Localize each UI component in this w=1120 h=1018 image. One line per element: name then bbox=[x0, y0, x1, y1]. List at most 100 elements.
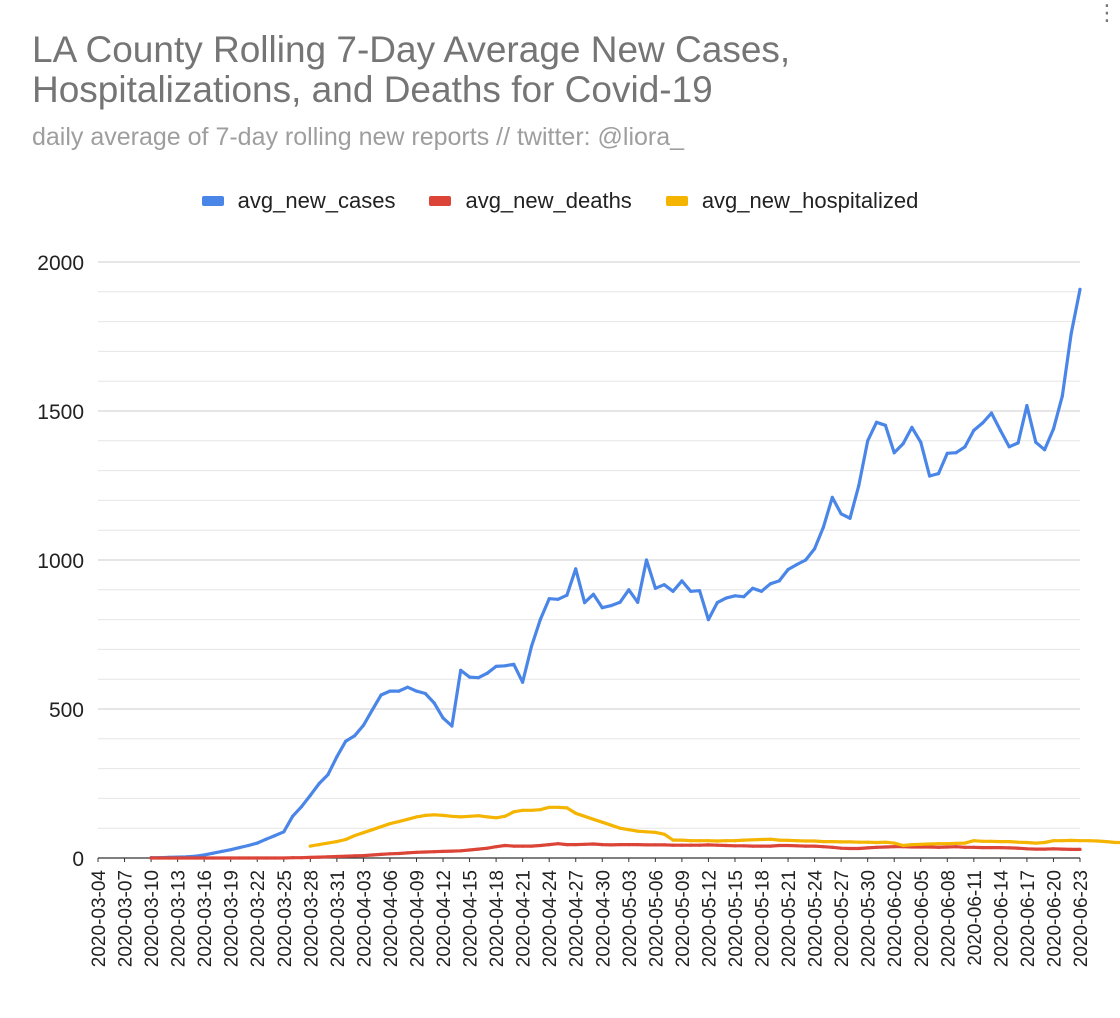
data-point-avg_new_hospitalized bbox=[574, 811, 578, 815]
data-point-avg_new_deaths bbox=[733, 844, 737, 848]
data-point-avg_new_deaths bbox=[698, 843, 702, 847]
data-point-avg_new_hospitalized bbox=[521, 808, 525, 812]
data-point-avg_new_hospitalized bbox=[866, 840, 870, 844]
data-point-avg_new_deaths bbox=[255, 856, 259, 860]
x-tick-label: 2020-04-03 bbox=[354, 870, 375, 967]
data-point-avg_new_cases bbox=[910, 425, 914, 429]
data-point-avg_new_deaths bbox=[618, 843, 622, 847]
data-point-avg_new_deaths bbox=[556, 842, 560, 846]
legend-item-cases[interactable]: avg_new_cases bbox=[201, 188, 395, 214]
data-point-avg_new_cases bbox=[618, 600, 622, 604]
data-point-avg_new_hospitalized bbox=[883, 840, 888, 844]
data-point-avg_new_deaths bbox=[414, 850, 419, 854]
data-point-avg_new_hospitalized bbox=[981, 839, 985, 843]
data-point-avg_new_deaths bbox=[273, 856, 277, 860]
data-point-avg_new_hospitalized bbox=[618, 826, 622, 830]
data-point-avg_new_cases bbox=[583, 601, 587, 605]
data-point-avg_new_cases bbox=[246, 843, 250, 848]
data-point-avg_new_deaths bbox=[193, 856, 197, 860]
data-point-avg_new_hospitalized bbox=[503, 814, 507, 818]
x-tick-label: 2020-03-07 bbox=[116, 870, 137, 967]
data-point-avg_new_cases bbox=[795, 562, 799, 567]
data-point-avg_new_cases bbox=[972, 428, 976, 432]
data-point-avg_new_deaths bbox=[521, 844, 525, 848]
data-point-avg_new_deaths bbox=[370, 853, 374, 857]
data-point-avg_new_cases bbox=[866, 439, 870, 443]
data-point-avg_new_deaths bbox=[777, 843, 781, 848]
data-point-avg_new_hospitalized bbox=[1096, 839, 1100, 843]
chart-legend: avg_new_cases avg_new_deaths avg_new_hos… bbox=[0, 186, 1120, 216]
x-tick-label: 2020-05-03 bbox=[620, 870, 641, 967]
data-point-avg_new_hospitalized bbox=[777, 838, 781, 842]
data-point-avg_new_deaths bbox=[786, 843, 790, 848]
legend-swatch-hospitalized bbox=[665, 196, 688, 206]
data-point-avg_new_deaths bbox=[149, 856, 153, 860]
x-tick-label: 2020-06-20 bbox=[1044, 870, 1065, 967]
data-point-avg_new_cases bbox=[981, 421, 985, 425]
data-point-avg_new_hospitalized bbox=[910, 843, 914, 847]
data-point-avg_new_hospitalized bbox=[591, 817, 596, 821]
legend-swatch-cases bbox=[201, 196, 224, 206]
data-point-avg_new_cases bbox=[945, 451, 949, 455]
legend-item-deaths[interactable]: avg_new_deaths bbox=[429, 188, 632, 214]
data-point-avg_new_cases bbox=[804, 558, 808, 562]
x-tick-label: 2020-03-16 bbox=[195, 870, 216, 967]
data-point-avg_new_cases bbox=[512, 662, 516, 666]
data-point-avg_new_cases bbox=[370, 708, 374, 712]
data-point-avg_new_deaths bbox=[476, 847, 480, 851]
data-point-avg_new_hospitalized bbox=[998, 840, 1003, 844]
vertical-dots-icon[interactable]: ⋮ bbox=[1096, 0, 1118, 25]
data-point-avg_new_cases bbox=[1069, 331, 1073, 336]
data-point-avg_new_cases bbox=[1078, 287, 1082, 291]
x-tick-label: 2020-03-13 bbox=[169, 870, 190, 967]
data-point-avg_new_deaths bbox=[680, 843, 684, 847]
data-point-avg_new_cases bbox=[698, 589, 702, 593]
data-point-avg_new_cases bbox=[1016, 441, 1020, 445]
data-point-avg_new_deaths bbox=[388, 852, 392, 856]
data-point-avg_new_cases bbox=[565, 593, 569, 597]
data-point-avg_new_deaths bbox=[229, 856, 233, 860]
data-point-avg_new_deaths bbox=[804, 844, 808, 848]
data-point-avg_new_cases bbox=[503, 664, 507, 668]
data-point-avg_new_deaths bbox=[237, 856, 242, 860]
data-point-avg_new_hospitalized bbox=[1113, 840, 1117, 845]
data-point-avg_new_cases bbox=[662, 583, 666, 587]
data-point-avg_new_cases bbox=[237, 846, 242, 850]
data-point-avg_new_cases bbox=[432, 701, 436, 705]
data-point-avg_new_deaths bbox=[936, 845, 941, 849]
y-tick-label: 2000 bbox=[37, 252, 84, 275]
data-point-avg_new_hospitalized bbox=[715, 839, 719, 843]
data-point-avg_new_hospitalized bbox=[795, 839, 799, 843]
data-point-avg_new_hospitalized bbox=[423, 813, 427, 818]
data-point-avg_new_hospitalized bbox=[857, 840, 861, 844]
data-point-avg_new_cases bbox=[255, 841, 259, 845]
data-point-avg_new_deaths bbox=[529, 844, 534, 848]
data-point-avg_new_deaths bbox=[627, 843, 631, 847]
data-point-avg_new_deaths bbox=[485, 846, 489, 850]
x-tick-label: 2020-03-25 bbox=[275, 870, 296, 967]
data-point-avg_new_hospitalized bbox=[512, 810, 516, 814]
data-point-avg_new_cases bbox=[777, 579, 781, 583]
data-point-avg_new_deaths bbox=[928, 845, 932, 849]
data-point-avg_new_deaths bbox=[989, 846, 994, 850]
data-point-avg_new_deaths bbox=[857, 846, 861, 851]
legend-item-hospitalized[interactable]: avg_new_hospitalized bbox=[665, 188, 918, 214]
data-point-avg_new_hospitalized bbox=[600, 820, 604, 824]
data-point-avg_new_cases bbox=[989, 411, 994, 415]
data-point-avg_new_deaths bbox=[963, 845, 967, 849]
data-point-avg_new_cases bbox=[883, 423, 888, 427]
x-tick-label: 2020-05-12 bbox=[699, 870, 720, 967]
x-tick-label: 2020-06-23 bbox=[1071, 870, 1092, 967]
data-point-avg_new_hospitalized bbox=[724, 839, 728, 843]
data-point-avg_new_hospitalized bbox=[636, 829, 640, 833]
x-tick-label: 2020-04-06 bbox=[381, 870, 402, 967]
data-point-avg_new_deaths bbox=[353, 854, 357, 858]
data-point-avg_new_hospitalized bbox=[919, 842, 923, 846]
data-point-avg_new_hospitalized bbox=[388, 822, 392, 826]
data-point-avg_new_deaths bbox=[246, 856, 250, 860]
data-point-avg_new_cases bbox=[335, 755, 339, 759]
data-point-avg_new_hospitalized bbox=[379, 825, 383, 829]
x-tick-label: 2020-04-09 bbox=[407, 870, 428, 967]
data-point-avg_new_cases bbox=[892, 451, 896, 455]
data-point-avg_new_cases bbox=[901, 442, 905, 446]
